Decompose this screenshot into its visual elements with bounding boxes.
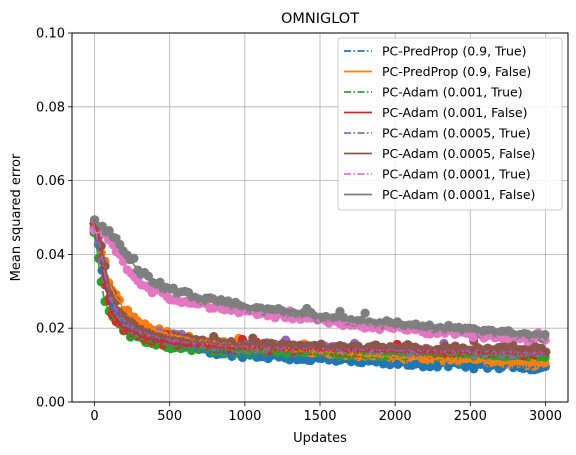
series-group: [89, 215, 551, 375]
y-tick-label: 0.00: [36, 396, 65, 411]
x-tick-label: 3000: [529, 409, 562, 424]
legend-box: [337, 37, 563, 211]
y-tick-label: 0.08: [36, 100, 65, 115]
y-tick-label: 0.04: [36, 248, 65, 263]
y-axis-label: Mean squared error: [9, 153, 24, 281]
legend-label: PC-PredProp (0.9, True): [382, 44, 526, 59]
y-tick-label: 0.06: [36, 174, 65, 189]
x-tick-label: 2000: [379, 409, 412, 424]
y-tick-label: 0.02: [36, 322, 65, 337]
x-tick-label: 1000: [228, 409, 261, 424]
x-tick-label: 1500: [303, 409, 336, 424]
y-tick-label: 0.10: [36, 27, 65, 42]
legend-label: PC-Adam (0.0001, False): [382, 187, 535, 202]
series-4-line: [93, 227, 546, 356]
chart-title: OMNIGLOT: [281, 11, 359, 27]
data-point: [360, 308, 370, 318]
legend-label: PC-Adam (0.0001, True): [382, 167, 531, 182]
data-point: [356, 315, 367, 326]
plot-area: [89, 215, 551, 375]
x-tick-label: 500: [157, 409, 182, 424]
series-7-line: [93, 220, 547, 340]
legend-label: PC-Adam (0.0005, True): [382, 126, 531, 141]
y-axis: 0.00 0.02 0.04 0.06 0.08 0.10: [36, 27, 72, 411]
x-tick-label: 0: [90, 409, 98, 424]
series-2-line: [93, 233, 546, 360]
legend-label: PC-Adam (0.001, True): [382, 85, 523, 100]
series-5-line: [93, 220, 547, 354]
legend: PC-PredProp (0.9, True) PC-PredProp (0.9,…: [337, 37, 563, 211]
legend-label: PC-Adam (0.0005, False): [382, 146, 535, 161]
x-axis: 0 500 1000 1500 2000 2500 3000: [90, 402, 562, 424]
x-axis-label: Updates: [293, 431, 347, 446]
series-6-line: [93, 230, 547, 343]
legend-label: PC-PredProp (0.9, False): [382, 64, 531, 79]
legend-label: PC-Adam (0.001, False): [382, 105, 527, 120]
x-tick-label: 2500: [454, 409, 487, 424]
